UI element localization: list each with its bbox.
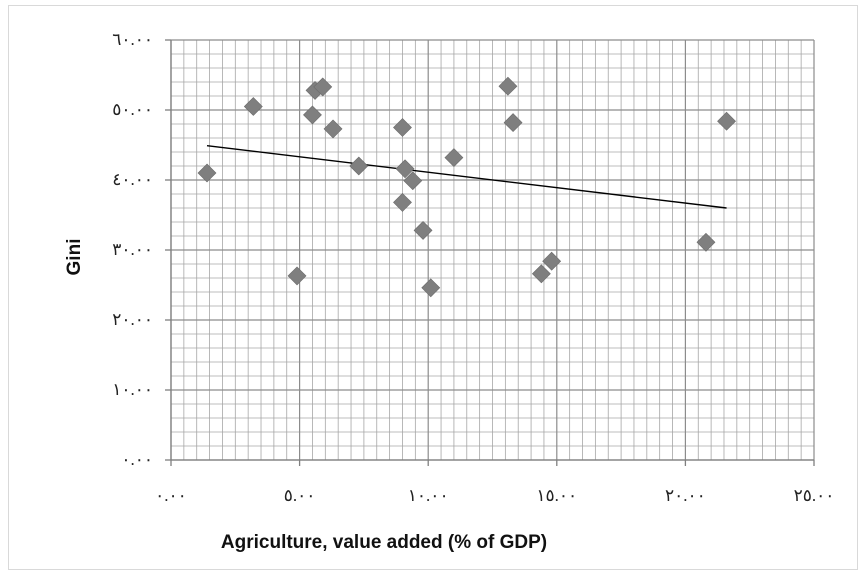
data-point: [421, 278, 441, 298]
data-point: [303, 105, 322, 125]
data-point: [313, 77, 333, 97]
data-point: [393, 118, 412, 137]
data-point: [393, 192, 412, 212]
data-point: [542, 251, 562, 271]
data-point: [403, 171, 423, 191]
trendline-group: [206, 145, 727, 209]
data-point: [395, 159, 415, 179]
x-tick-label: ٢٥.٠٠: [794, 486, 835, 505]
x-tick-label: ٠.٠٠: [155, 486, 187, 505]
y-tick-label: ٠.٠٠: [121, 450, 153, 469]
data-point: [444, 148, 464, 168]
x-tick-label: ٥.٠٠: [284, 486, 316, 505]
trendline: [206, 145, 727, 209]
data-point: [349, 156, 369, 176]
x-tick-label: ١٥.٠٠: [536, 486, 577, 505]
data-point: [287, 266, 307, 286]
y-tick-label: ١٠.٠٠: [112, 380, 153, 399]
data-point: [717, 111, 736, 131]
data-point: [503, 113, 523, 133]
x-axis-label: Agriculture, value added (% of GDP): [221, 532, 547, 553]
x-tick-label: ٢٠.٠٠: [665, 486, 706, 505]
y-axis-label: Gini: [64, 239, 85, 276]
y-tick-label: ٤٠.٠٠: [112, 170, 153, 189]
x-tick-labels: ٠.٠٠ ٥.٠٠ ١٠.٠٠ ١٥.٠٠ ٢٠.٠٠ ٢٥.٠٠: [155, 486, 834, 505]
data-point: [197, 163, 217, 183]
y-tick-label: ٢٠.٠٠: [112, 310, 153, 329]
data-point: [531, 264, 551, 284]
y-tick-labels: ٠.٠٠ ١٠.٠٠ ٢٠.٠٠ ٣٠.٠٠ ٤٠.٠٠ ٥٠.٠٠ ٦٠.٠٠: [112, 30, 153, 469]
data-point: [323, 119, 343, 139]
axes: [165, 39, 815, 466]
data-points: [197, 76, 736, 298]
data-point: [696, 232, 716, 252]
data-point: [413, 220, 433, 240]
y-tick-label: ٣٠.٠٠: [112, 240, 153, 259]
x-tick-label: ١٠.٠٠: [408, 486, 449, 505]
y-tick-label: ٥٠.٠٠: [112, 100, 153, 119]
chart-frame: [8, 5, 858, 570]
data-point: [498, 76, 518, 96]
data-point: [243, 97, 263, 116]
y-tick-label: ٦٠.٠٠: [112, 30, 153, 49]
